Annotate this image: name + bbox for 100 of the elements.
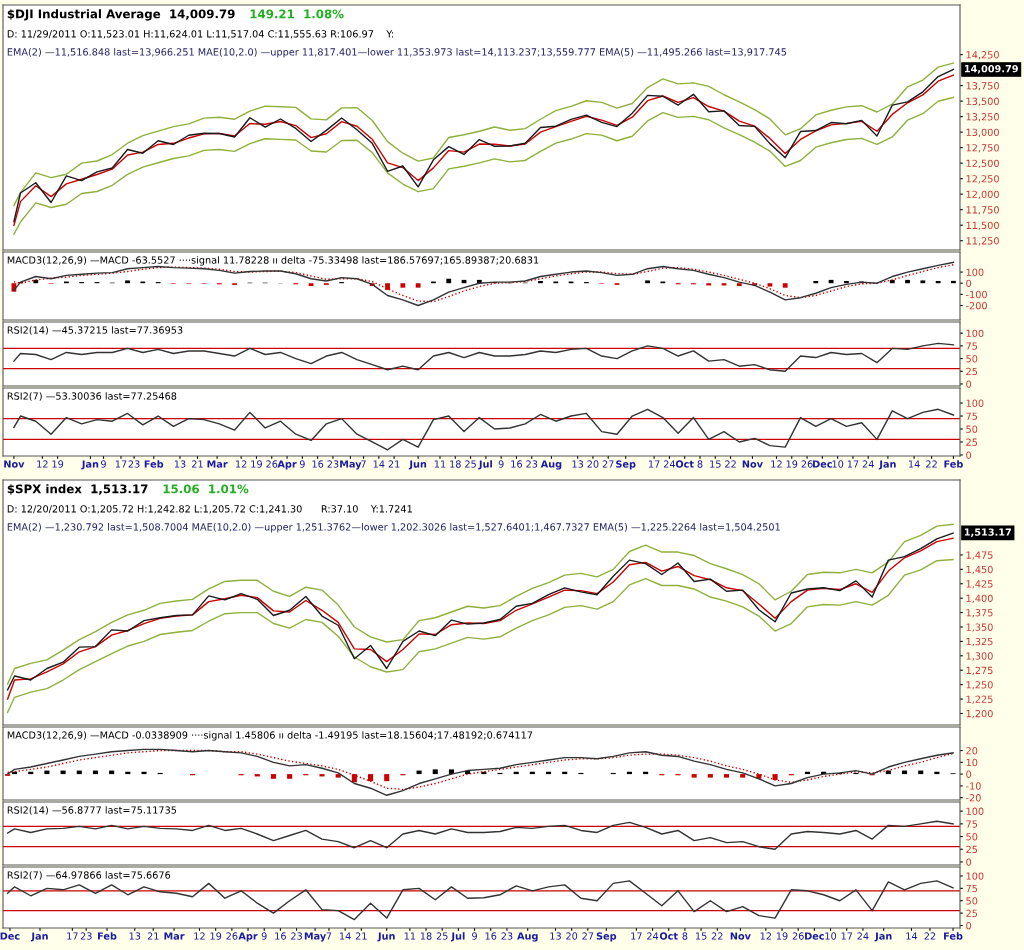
y-tick-label: 14,250 bbox=[966, 51, 999, 60]
x-tick-label: 14 bbox=[909, 460, 920, 468]
y-tick-label: 75 bbox=[966, 820, 978, 828]
x-tick-label: 18 bbox=[420, 932, 432, 940]
y-tick-label: 1,300 bbox=[966, 652, 993, 661]
y-tick-label: 25 bbox=[966, 909, 978, 917]
x-tick-label: 14 bbox=[906, 932, 918, 940]
x-tick-label: 17 bbox=[631, 932, 642, 940]
x-tick-label: Jul bbox=[450, 932, 465, 942]
y-tick-label: 50 bbox=[966, 425, 978, 433]
x-tick-label: 23 bbox=[501, 932, 513, 940]
x-tick-label: 13 bbox=[129, 932, 141, 940]
chart-title: MACD3(12,26,9) —MACD -0.0338909 ····signal 1.45806 ıı delta -1.49195 last=18.15604;17.48192;0.674117 bbox=[7, 731, 533, 741]
x-tick-label: Nov bbox=[4, 460, 25, 468]
x-tick-label: 12 bbox=[760, 932, 772, 940]
annotation: EMA(2) —11,516.848 last=13,966.251 MAE(10,2.0) —upper 11,817.401—lower 11,353.973 last=14,113.237;13,559.777 EMA(5) —11,495.266 last=13,917.745 bbox=[7, 48, 787, 58]
y-tick-label: 1,450 bbox=[966, 565, 993, 575]
x-tick-label: 23 bbox=[291, 932, 302, 940]
y-tick-label: 50 bbox=[966, 897, 978, 905]
x-tick-label: 19 bbox=[210, 932, 222, 940]
y-tick-label: 1,350 bbox=[966, 623, 993, 632]
x-tick-label: 22 bbox=[725, 460, 736, 468]
y-tick-label: 12,750 bbox=[966, 144, 999, 153]
x-tick-label: Jun bbox=[377, 932, 395, 942]
chart-title: RSI2(14) —45.37215 last=77.36953 bbox=[7, 326, 183, 335]
x-tick-label: Dec bbox=[0, 932, 20, 940]
annotation: D: 12/20/2011 O:1,205.72 H:1,242.82 L:1,205.72 C:1,241.30 R:37.10 Y:1.7241 bbox=[7, 505, 412, 514]
x-tick-label: 23 bbox=[128, 460, 140, 468]
x-tick-label: 16 bbox=[511, 460, 523, 468]
x-tick-label: 12 bbox=[771, 460, 782, 468]
x-tick-label: 9 bbox=[101, 460, 106, 468]
x-tick-label: Jan bbox=[874, 932, 892, 942]
y-tick-label: 100 bbox=[966, 807, 984, 815]
y-tick-label: 12,500 bbox=[966, 159, 999, 168]
annotation: EMA(2) —1,230.792 last=1,508.7004 MAE(10,2.0) —upper 1,251.3762—lower 1,202.3026 last=1,527.6401;1,467.7327 EMA(5) —1,225.2264 last=1,504.2501 bbox=[7, 523, 780, 533]
x-tick-label: 21 bbox=[388, 460, 400, 468]
y-tick-label: 0 bbox=[966, 451, 972, 459]
chart-title: RSI2(7) —53.30036 last=77.25468 bbox=[7, 392, 177, 401]
y-tick-label: 11,750 bbox=[966, 206, 999, 215]
y-tick-label: 1,475 bbox=[966, 551, 993, 560]
x-tick-label: Jul bbox=[478, 460, 492, 470]
x-tick-label: 13 bbox=[550, 932, 561, 940]
y-tick-label: 12,250 bbox=[966, 175, 999, 184]
x-tick-label: Oct bbox=[675, 460, 694, 468]
x-tick-label: 9 bbox=[498, 460, 504, 468]
annotation: 14,009.79 bbox=[964, 64, 1018, 74]
x-tick-label: 12 bbox=[37, 460, 48, 468]
y-tick-label: 100 bbox=[966, 329, 984, 338]
x-tick-label: 18 bbox=[450, 460, 461, 468]
x-tick-label: Jun bbox=[408, 460, 427, 470]
x-tick-label: 26 bbox=[801, 460, 813, 468]
x-tick-label: Apr bbox=[238, 932, 258, 942]
y-tick-label: 11,250 bbox=[966, 237, 999, 246]
x-tick-label: 24 bbox=[647, 932, 659, 940]
x-tick-label: 17 bbox=[648, 460, 660, 468]
y-tick-label: 13,250 bbox=[966, 113, 999, 122]
y-tick-label: 25 bbox=[966, 845, 978, 854]
y-tick-label: 50 bbox=[966, 833, 978, 841]
annotation: D: 11/29/2011 O:11,523.01 H:11,624.01 L:11,517.04 C:11,555.63 R:106.97 Y: bbox=[7, 30, 394, 39]
x-tick-label: 17 bbox=[115, 460, 127, 468]
x-tick-label: Jan bbox=[878, 460, 896, 470]
chart-title: MACD3(12,26,9) —MACD -63.5527 ····signal 11.78228 ıı delta -75.33498 last=186.57697;165.89387;20.6831 bbox=[7, 256, 539, 266]
x-tick-label: 11 bbox=[404, 932, 416, 940]
x-tick-label: 21 bbox=[355, 932, 367, 940]
x-tick-label: Feb bbox=[944, 932, 963, 940]
y-tick-label: 11,500 bbox=[966, 221, 999, 231]
x-tick-label: 23 bbox=[80, 932, 92, 940]
x-tick-label: Feb bbox=[98, 932, 117, 940]
x-tick-label: Jan bbox=[81, 460, 99, 470]
x-tick-label: 15 bbox=[710, 460, 721, 468]
x-tick-label: Dec bbox=[805, 932, 824, 940]
x-tick-label: 24 bbox=[857, 932, 869, 940]
y-tick-label: 75 bbox=[966, 342, 978, 350]
x-tick-label: 10 bbox=[825, 932, 837, 940]
x-tick-label: 20 bbox=[587, 460, 599, 468]
y-tick-label: 20 bbox=[966, 747, 978, 755]
y-tick-label: -20 bbox=[966, 794, 981, 802]
x-tick-label: 16 bbox=[485, 932, 497, 940]
y-tick-label: 1,400 bbox=[966, 594, 993, 603]
x-tick-label: 8 bbox=[682, 932, 688, 940]
x-tick-label: 12 bbox=[194, 932, 205, 940]
x-tick-label: 20 bbox=[566, 932, 578, 940]
chart-title: RSI2(14) —56.8777 last=75.11735 bbox=[7, 806, 177, 815]
x-tick-label: 25 bbox=[436, 932, 448, 940]
x-tick-label: Sep bbox=[616, 460, 636, 470]
y-tick-label: 1,250 bbox=[966, 681, 993, 690]
y-tick-label: 0 bbox=[966, 380, 972, 388]
y-tick-label: 25 bbox=[966, 438, 978, 446]
annotation: 1,513.17 bbox=[964, 528, 1012, 537]
x-tick-label: 21 bbox=[147, 932, 159, 940]
x-tick-label: 24 bbox=[862, 460, 874, 468]
chart-subtitle: 15.06 1.01% bbox=[163, 484, 249, 494]
chart-title: $DJI Industrial Average 14,009.79 bbox=[7, 9, 235, 21]
x-tick-label: Apr bbox=[277, 460, 297, 470]
x-tick-label: 11 bbox=[434, 460, 446, 468]
y-tick-label: 13,750 bbox=[966, 82, 999, 91]
x-tick-label: Sep bbox=[596, 932, 617, 942]
x-tick-label: 22 bbox=[711, 932, 723, 940]
x-tick-label: 26 bbox=[792, 932, 804, 940]
y-tick-label: 0 bbox=[966, 922, 972, 930]
